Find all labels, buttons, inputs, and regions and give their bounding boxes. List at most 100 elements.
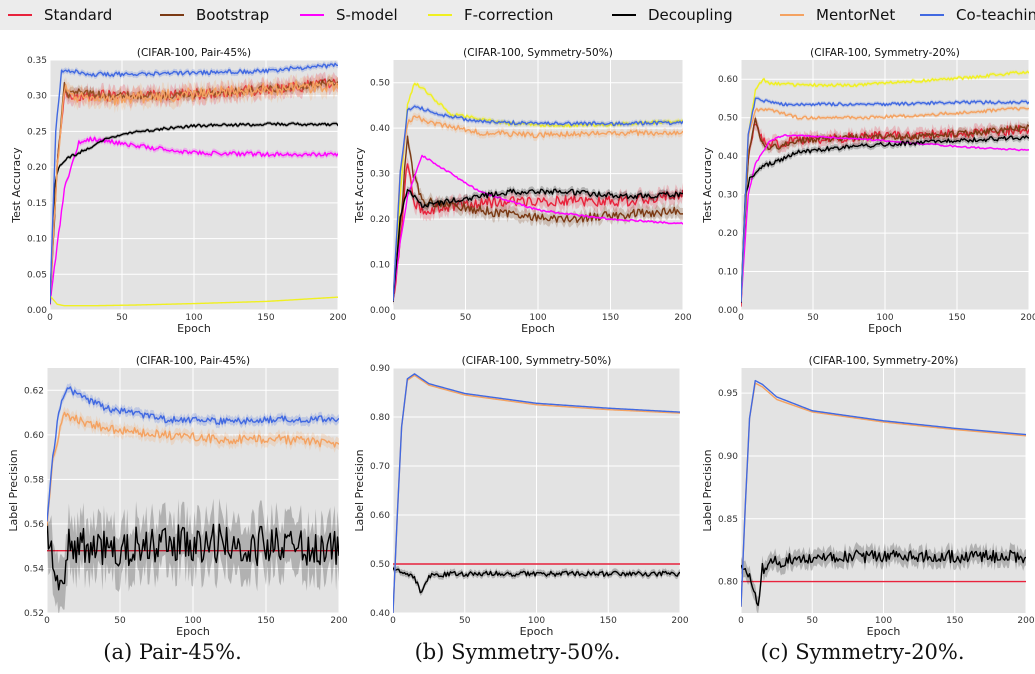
chart-6: 0 50 100 150 200 0.80 0.85 0.90 0.95 (CIFAR-100, … [701, 355, 1035, 638]
x-tick-label: 200 [674, 313, 691, 323]
chart-title: (CIFAR-100, Pair-45%) [137, 47, 251, 59]
y-tick-label: 0.30 [27, 92, 47, 102]
y-tick-label: 0.80 [370, 413, 390, 423]
legend-label: S-model [336, 6, 398, 24]
y-tick-label: 0.50 [718, 114, 738, 124]
legend: Standard Bootstrap S-model F-correction Deco… [0, 0, 1035, 30]
chart-title: (CIFAR-100, Symmetry-20%) [809, 355, 959, 367]
legend-swatch [300, 14, 324, 16]
x-axis-label: Epoch [868, 322, 902, 335]
y-tick-label: 0.50 [370, 79, 390, 89]
series-line-standard [741, 123, 1029, 307]
legend-item-f-correction: F-correction [428, 0, 553, 30]
x-tick-label: 0 [390, 313, 396, 323]
legend-swatch [920, 14, 944, 16]
y-tick-label: 0.60 [370, 511, 390, 521]
series-line-co-teaching [47, 386, 339, 522]
series-line-s-model [393, 154, 683, 302]
x-tick-label: 50 [807, 313, 819, 323]
series-line-mentornet [741, 106, 1029, 301]
series-group [50, 60, 338, 308]
x-tick-label: 200 [330, 616, 347, 626]
x-axis-label: Epoch [521, 322, 555, 335]
series-line-s-model [741, 134, 1029, 303]
series-group [47, 382, 339, 613]
legend-label: Standard [44, 6, 113, 24]
series-line-f-correction [50, 295, 338, 307]
legend-item-mentornet: MentorNet [780, 0, 895, 30]
series-band-decoupling [741, 542, 1026, 613]
x-tick-label: 0 [738, 616, 744, 626]
series-line-co-teaching [393, 373, 680, 613]
legend-item-s-model: S-model [300, 0, 398, 30]
series-line-decoupling [741, 135, 1029, 303]
legend-item-co-teaching: Co-teaching [920, 0, 1035, 30]
legend-label: MentorNet [816, 6, 896, 24]
series-band-co-teaching [47, 382, 339, 526]
series-line-co-teaching [741, 97, 1029, 303]
y-tick-label: 0.20 [27, 163, 47, 173]
chart-5: 0 50 100 150 200 0.40 0.50 0.60 0.70 0.80 0.90 (CIF… [353, 355, 689, 638]
y-tick-label: 0.00 [27, 306, 47, 316]
y-tick-label: 0.10 [370, 261, 390, 271]
y-tick-label: 0.25 [27, 127, 47, 137]
x-tick-label: 100 [875, 616, 892, 626]
series-group [741, 69, 1029, 310]
x-axis-label: Epoch [867, 625, 901, 638]
series-band-standard [50, 71, 338, 306]
series-line-decoupling [741, 549, 1026, 607]
series-line-f-correction [741, 70, 1029, 302]
y-tick-label: 0.20 [370, 215, 390, 225]
x-axis-label: Epoch [176, 625, 210, 638]
chart-title: (CIFAR-100, Symmetry-50%) [462, 355, 612, 367]
y-tick-label: 0.30 [370, 170, 390, 180]
y-tick-label: 0.70 [370, 462, 390, 472]
legend-swatch [8, 14, 32, 16]
series-band-s-model [50, 134, 338, 308]
x-tick-label: 0 [47, 313, 53, 323]
legend-swatch [428, 14, 452, 16]
chart-title: (CIFAR-100, Symmetry-20%) [810, 47, 960, 59]
legend-label: F-correction [464, 6, 554, 24]
caption-a: (a) Pair-45%. [103, 640, 242, 664]
y-tick-label: 0.90 [718, 452, 738, 462]
y-tick-label: 0.56 [24, 520, 44, 530]
caption-b: (b) Symmetry-50%. [414, 640, 621, 664]
legend-swatch [780, 14, 804, 16]
series-line-bootstrap [393, 135, 683, 301]
y-axis-label: Test Accuracy [701, 147, 714, 224]
series-band-decoupling [393, 564, 680, 596]
series-line-standard [393, 163, 683, 297]
legend-label: Decoupling [648, 6, 733, 24]
y-tick-label: 0.58 [24, 475, 44, 485]
legend-swatch [612, 14, 636, 16]
y-tick-label: 0.05 [27, 270, 47, 280]
x-tick-label: 50 [460, 313, 472, 323]
x-tick-label: 100 [528, 616, 545, 626]
x-tick-label: 100 [529, 313, 546, 323]
y-tick-label: 0.95 [718, 389, 738, 399]
chart-3: 0 50 100 150 200 0.00 0.10 0.20 0.30 0.40 0.50 0.60… [701, 47, 1035, 335]
x-tick-label: 200 [671, 616, 688, 626]
series-line-decoupling [50, 122, 338, 304]
series-band-f-correction [393, 81, 683, 303]
y-tick-label: 0.35 [27, 56, 47, 66]
chart-2: 0 50 100 150 200 0.00 0.10 0.20 0.30 0.40 0.50 (CIF… [353, 47, 692, 335]
x-tick-label: 150 [948, 313, 965, 323]
x-tick-label: 100 [184, 616, 201, 626]
x-tick-label: 200 [329, 313, 346, 323]
y-tick-label: 0.62 [24, 386, 44, 396]
series-band-mentornet [47, 406, 339, 532]
x-tick-label: 150 [257, 616, 274, 626]
series-line-decoupling [393, 188, 683, 302]
x-tick-label: 50 [116, 313, 128, 323]
y-tick-label: 0.50 [370, 560, 390, 570]
series-line-co-teaching [741, 379, 1026, 607]
x-tick-label: 0 [44, 616, 50, 626]
caption-c: (c) Symmetry-20%. [760, 640, 965, 664]
series-line-mentornet [393, 115, 683, 299]
y-tick-label: 0.10 [27, 235, 47, 245]
y-axis-label: Label Precision [7, 449, 20, 531]
legend-label: Bootstrap [196, 6, 270, 24]
